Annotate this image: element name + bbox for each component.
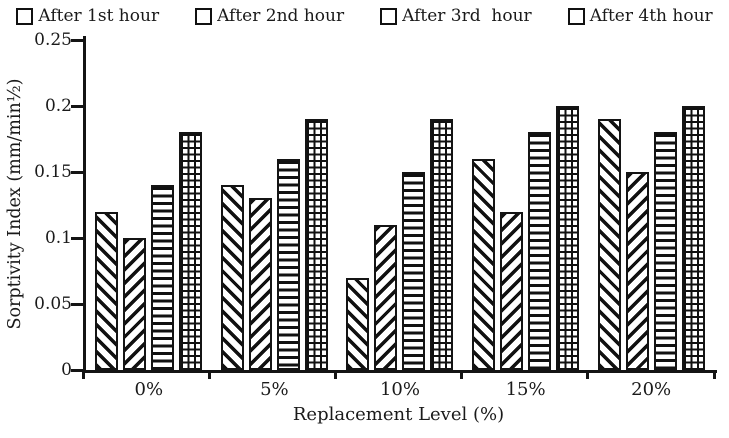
diagonal-slash-swatch-icon [195,7,213,25]
y-tick-label: 0 [61,360,72,380]
bar [681,106,705,370]
diagonal-backslash-swatch-icon [16,7,34,25]
bar [179,132,203,370]
y-axis-line [83,36,86,373]
grid-swatch-icon [567,7,585,25]
x-axis-line [83,370,717,373]
x-category-label: 5% [260,379,289,400]
y-tick-mark [71,368,83,372]
bar [123,238,147,370]
y-tick-mark [71,302,83,306]
bar-group [212,39,338,370]
y-tick-mark [71,38,83,42]
bar [95,212,119,370]
bar [430,119,454,370]
y-tick-mark [71,170,83,174]
bar-group [337,39,463,370]
bar-group [588,39,714,370]
bar [304,119,328,370]
y-tick-label: 0.2 [44,96,72,116]
bar [625,172,649,370]
bar [653,132,677,370]
horizontal-lines-swatch-icon [380,7,398,25]
legend-label: After 3rd hour [402,6,532,26]
bar-group [86,39,212,370]
x-category-label: 10% [379,379,420,400]
x-tick-mark [333,370,337,379]
y-tick-label: 0.1 [44,228,72,248]
legend-label: After 4th hour [589,6,713,26]
x-tick-mark [81,370,85,379]
x-axis-title: Replacement Level (%) [292,404,505,425]
legend-item: After 4th hour [567,6,713,26]
x-category-labels: 0% 5% 10% 15% 20% [86,379,714,400]
bar [500,212,524,370]
plot-area [86,39,714,370]
legend: After 1st hour After 2nd hour After 3rd ho… [0,2,729,30]
y-tick-label: 0.25 [34,30,72,50]
legend-label: After 2nd hour [217,6,345,26]
legend-item: After 3rd hour [380,6,532,26]
x-tick-mark [586,370,590,379]
bar [556,106,580,370]
x-tick-mark [712,370,716,379]
x-category-label: 0% [134,379,164,400]
bar [374,225,398,370]
legend-item: After 1st hour [16,6,159,26]
y-tick-mark [71,104,83,108]
bar [151,185,175,370]
bar [248,198,272,370]
bar [220,185,244,370]
bar [528,132,552,370]
y-tick-mark [71,236,83,240]
y-tick-label: 0.05 [34,294,72,314]
x-tick-mark [207,370,211,379]
bar [472,159,496,370]
bar [597,119,621,370]
x-category-label: 20% [631,379,672,400]
x-tick-mark [460,370,464,379]
x-category-label: 15% [505,379,546,400]
legend-label: After 1st hour [38,6,160,26]
legend-item: After 2nd hour [195,6,344,26]
y-tick-label: 0.15 [34,162,72,182]
bar [402,172,426,370]
bar-group [463,39,589,370]
bar [346,278,370,370]
bar [276,159,300,370]
